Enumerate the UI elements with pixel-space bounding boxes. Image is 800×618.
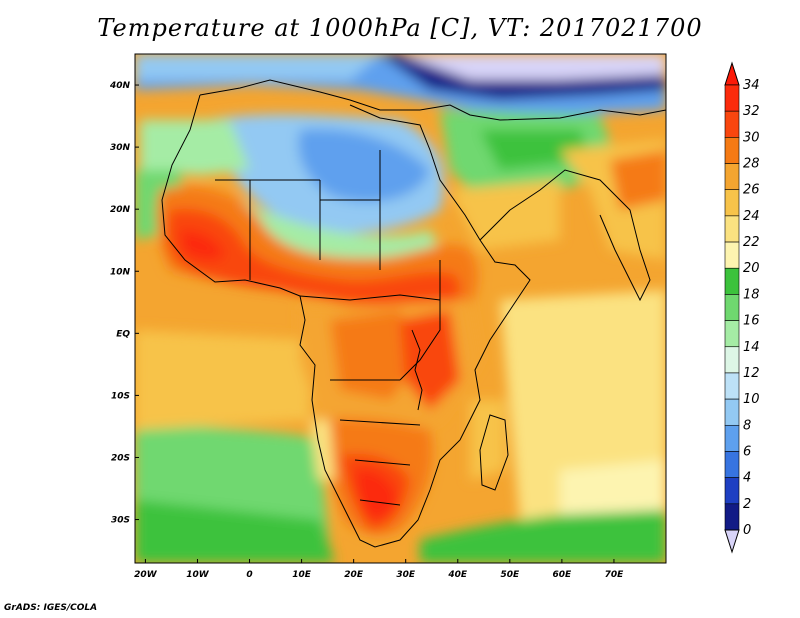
colorbar-label: 26 (743, 183, 760, 198)
lon-label: 30E (396, 570, 416, 580)
colorbar-segment (724, 477, 740, 505)
colorbar-label: 22 (743, 235, 760, 250)
colorbar-label: 8 (743, 418, 751, 433)
colorbar-segment (724, 503, 740, 531)
temperature-field (135, 54, 666, 563)
lat-label: 10N (110, 267, 131, 277)
latitude-labels: 40N 30N 20N 10N EQ 10S 20S 30S (109, 81, 139, 526)
colorbar-label: 34 (743, 78, 760, 93)
credit-text: GrADS: IGES/COLA (4, 603, 98, 613)
lon-label: 10W (186, 570, 210, 580)
lon-label: 70E (605, 570, 625, 580)
lon-label: 10E (292, 570, 312, 580)
lat-label: 30S (111, 516, 130, 526)
longitude-labels: 20W 10W 0 10E 20E 30E 40E 50E 60E 70E (134, 559, 624, 580)
colorbar-label: 6 (743, 444, 751, 459)
lon-label: 20E (344, 570, 364, 580)
colorbar-label: 4 (743, 471, 751, 486)
colorbar-segment (724, 267, 740, 295)
colorbar-label: 16 (743, 314, 760, 329)
lat-label: 40N (109, 81, 131, 91)
colorbar-label: 12 (743, 366, 760, 381)
map-title: Temperature at 1000hPa [C], VT: 20170217… (97, 14, 703, 42)
colorbar-segment (724, 424, 740, 452)
colorbar-segment (724, 84, 740, 112)
lat-label: 10S (111, 391, 130, 401)
colorbar-segment (724, 398, 740, 426)
colorbar-label: 2 (743, 497, 751, 512)
colorbar-segment (724, 241, 740, 269)
colorbar-segment (724, 137, 740, 164)
lat-label: EQ (116, 329, 130, 339)
colorbar-bottom-arrow (724, 529, 740, 554)
colorbar-segment (724, 294, 740, 321)
lat-label: 20N (110, 205, 131, 215)
lon-label: 40E (447, 570, 468, 580)
colorbar-top-arrow (724, 61, 740, 86)
colorbar-segment (724, 320, 740, 348)
colorbar-segment (724, 451, 740, 478)
colorbar-label: 30 (743, 130, 760, 145)
coastlines (161, 79, 666, 548)
lon-label: 0 (246, 570, 252, 580)
colorbar-segment (724, 346, 740, 374)
lon-label: 20W (134, 570, 158, 580)
lon-label: 60E (553, 570, 573, 580)
colorbar-segment (724, 189, 740, 217)
colorbar-segment (724, 215, 740, 243)
colorbar-label: 28 (743, 157, 760, 172)
colorbar-label: 20 (743, 261, 760, 276)
colorbar-segment (724, 163, 740, 191)
colorbar-segment (724, 372, 740, 400)
lat-label: 20S (111, 453, 130, 463)
lat-label: 30N (110, 143, 131, 153)
colorbar-label: 0 (743, 523, 751, 538)
map-frame (134, 53, 667, 564)
colorbar-label: 32 (743, 104, 760, 119)
lon-label: 50E (500, 570, 520, 580)
colorbar-label: 18 (743, 287, 760, 302)
colorbar-label: 10 (743, 392, 760, 407)
colorbar-label: 14 (743, 340, 760, 355)
colorbar-segment (724, 110, 740, 138)
colorbar-label: 24 (743, 209, 760, 224)
